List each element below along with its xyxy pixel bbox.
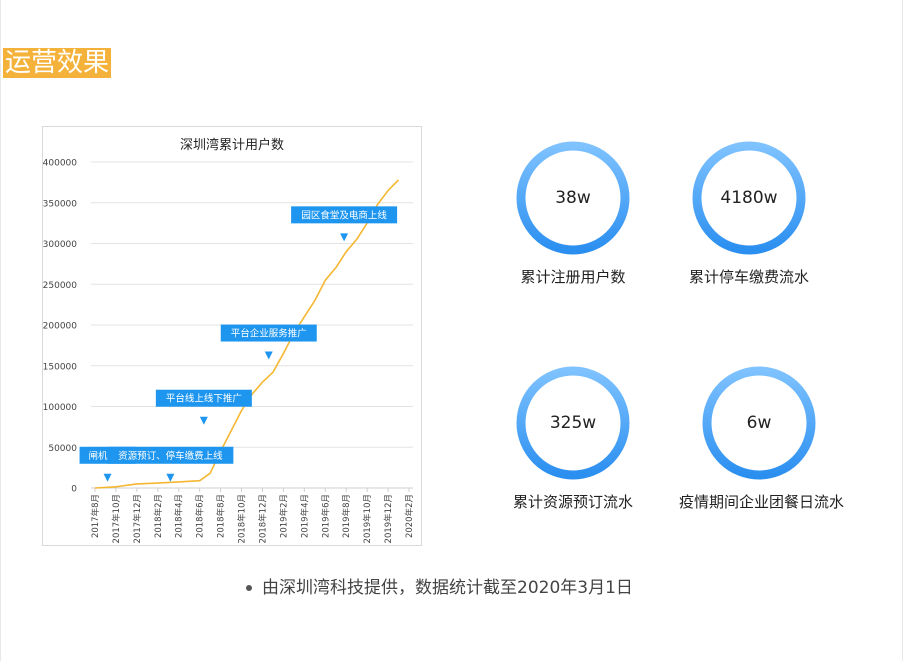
metric-value: 325w bbox=[549, 413, 597, 433]
metric-value: 38w bbox=[555, 188, 591, 208]
annotation-callout: 园区食堂及电商上线 bbox=[291, 206, 398, 242]
bullet-icon bbox=[246, 585, 252, 591]
metric-parking-revenue: 4180w 累计停车缴费流水 bbox=[669, 140, 829, 287]
metric-resource-booking: 325w 累计资源预订流水 bbox=[493, 365, 653, 512]
series-line bbox=[94, 179, 400, 489]
x-tick-label: 2018年12月 bbox=[257, 494, 268, 543]
chart-svg: 深圳湾累计用户数 0 50000 100000 150000 200000 250000 30… bbox=[43, 137, 415, 543]
callout-pointer bbox=[340, 233, 349, 242]
callout-label: 资源预订、停车缴费上线 bbox=[118, 450, 223, 462]
x-tick-label: 2019年2月 bbox=[278, 494, 289, 538]
page-border-left bbox=[0, 0, 1, 661]
x-tick-label: 2017年10月 bbox=[111, 494, 122, 543]
callout-box bbox=[291, 206, 398, 224]
x-tick-label: 2019年6月 bbox=[320, 494, 331, 538]
x-tick-label: 2017年8月 bbox=[90, 494, 101, 538]
x-tick-label: 2019年8月 bbox=[341, 494, 352, 538]
metric-label: 累计注册用户数 bbox=[520, 268, 626, 286]
y-tick-label: 0 bbox=[71, 485, 77, 495]
annotation-callout: 资源预订、停车缴费上线 bbox=[107, 446, 234, 482]
ring-gauge: 6w bbox=[701, 365, 817, 481]
user-growth-chart: 深圳湾累计用户数 0 50000 100000 150000 200000 250000 30… bbox=[42, 126, 422, 546]
callout-label: 园区食堂及电商上线 bbox=[301, 209, 387, 221]
metric-label: 疫情期间企业团餐日流水 bbox=[679, 493, 845, 511]
metric-group-meal: 6w 疫情期间企业团餐日流水 bbox=[679, 365, 845, 512]
chart-title: 深圳湾累计用户数 bbox=[180, 137, 284, 153]
y-tick-label: 200000 bbox=[43, 322, 77, 332]
section-heading: 运营效果 bbox=[3, 48, 112, 78]
y-tick-label: 250000 bbox=[43, 281, 77, 291]
callout-box bbox=[155, 389, 252, 407]
x-tick-label: 2018年6月 bbox=[195, 494, 206, 538]
metric-label: 累计资源预订流水 bbox=[512, 493, 633, 511]
footnote-text: 由深圳湾科技提供，数据统计截至2020年3月1日 bbox=[262, 578, 633, 598]
callout-box bbox=[220, 324, 317, 342]
ring-gauge: 325w bbox=[515, 365, 631, 481]
y-tick-label: 150000 bbox=[43, 362, 77, 372]
y-tick-label: 400000 bbox=[43, 159, 77, 169]
x-tick-label: 2019年10月 bbox=[362, 494, 373, 543]
ring-arc bbox=[516, 366, 630, 480]
metric-registered-users: 38w 累计注册用户数 bbox=[493, 140, 653, 287]
ring-arc bbox=[702, 366, 816, 480]
x-tick-label: 2018年2月 bbox=[153, 494, 164, 538]
ring-gauge: 38w bbox=[515, 140, 631, 256]
y-tick-label: 350000 bbox=[43, 199, 77, 209]
annotation-callout: 平台企业服务推广 bbox=[220, 324, 317, 360]
x-tick-label: 2018年8月 bbox=[216, 494, 227, 538]
x-tick-label: 2018年10月 bbox=[237, 494, 248, 543]
callout-pointer bbox=[264, 351, 273, 360]
y-tick-label: 100000 bbox=[43, 403, 77, 413]
annotation-callout: 平台线上线下推广 bbox=[155, 389, 252, 425]
x-tick-label: 2020年2月 bbox=[404, 494, 415, 538]
ring-arc bbox=[692, 141, 806, 255]
x-tick-label: 2019年12月 bbox=[383, 494, 394, 543]
callout-pointer bbox=[199, 416, 208, 425]
ring-arc bbox=[516, 141, 630, 255]
y-tick-label: 300000 bbox=[43, 240, 77, 250]
callout-label: 平台企业服务推广 bbox=[231, 328, 307, 340]
x-tick-label: 2017年12月 bbox=[132, 494, 143, 543]
callout-box bbox=[107, 446, 234, 464]
callout-pointer bbox=[166, 473, 175, 482]
metric-label: 累计停车缴费流水 bbox=[688, 268, 809, 286]
footnote: 由深圳湾科技提供，数据统计截至2020年3月1日 bbox=[246, 573, 633, 598]
ring-gauge: 4180w bbox=[691, 140, 807, 256]
callout-label: 平台线上线下推广 bbox=[166, 393, 242, 405]
x-tick-label: 2019年4月 bbox=[299, 494, 310, 538]
y-tick-label: 50000 bbox=[48, 444, 77, 454]
metric-value: 4180w bbox=[720, 188, 778, 208]
x-tick-label: 2018年4月 bbox=[174, 494, 185, 538]
callout-pointer bbox=[103, 473, 112, 482]
metric-value: 6w bbox=[746, 413, 772, 433]
